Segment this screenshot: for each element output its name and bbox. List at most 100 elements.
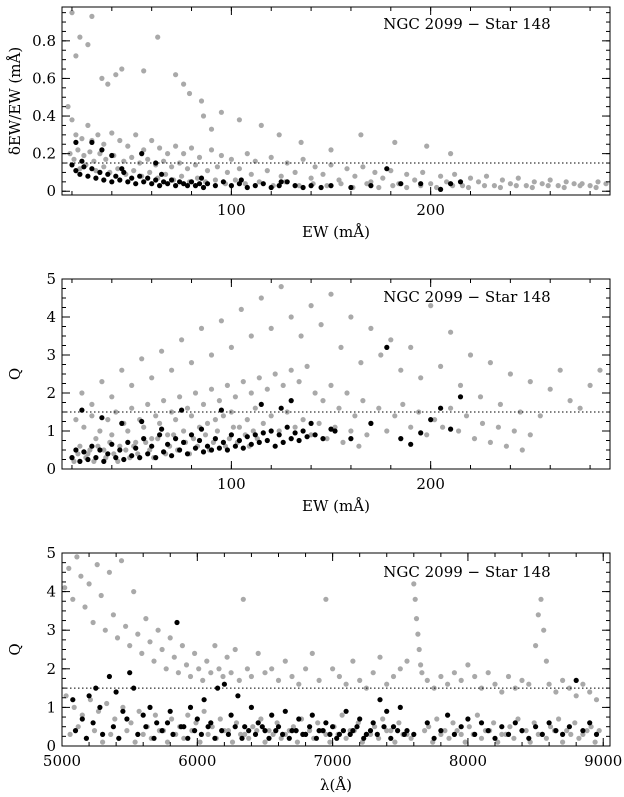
data-point	[69, 162, 75, 168]
data-point	[113, 409, 119, 415]
data-point	[143, 616, 149, 622]
data-point	[457, 382, 464, 388]
data-point	[123, 623, 129, 629]
data-point	[434, 184, 440, 191]
data-point	[75, 147, 81, 153]
data-point	[328, 147, 334, 153]
data-point	[139, 356, 145, 362]
data-point	[531, 179, 537, 185]
data-point	[376, 184, 382, 191]
data-point	[264, 386, 270, 392]
y-tick-label: 2	[46, 384, 56, 402]
data-point	[580, 681, 586, 687]
data-point	[90, 720, 96, 726]
data-point	[553, 728, 559, 734]
data-point	[380, 175, 386, 181]
data-point	[527, 379, 533, 385]
data-point	[278, 405, 284, 411]
data-point	[188, 432, 195, 438]
data-point	[70, 697, 76, 703]
data-point	[152, 712, 158, 718]
data-point	[119, 367, 125, 373]
x-tick-label: 100	[217, 475, 246, 493]
data-point	[300, 428, 306, 434]
data-point	[238, 177, 244, 183]
data-point	[463, 413, 470, 419]
data-point	[141, 436, 147, 442]
data-point	[495, 739, 501, 745]
data-point	[102, 627, 108, 633]
data-point	[401, 731, 407, 738]
y-tick-label: 0	[46, 737, 56, 755]
data-point	[101, 141, 107, 147]
data-point	[364, 181, 370, 187]
data-point	[100, 731, 106, 738]
data-point	[79, 716, 85, 722]
data-point	[147, 639, 153, 645]
data-point	[315, 720, 321, 726]
data-point	[324, 183, 330, 189]
data-point	[220, 413, 226, 419]
data-point	[543, 658, 550, 664]
data-point	[450, 720, 456, 726]
data-point	[344, 390, 350, 396]
data-point	[340, 728, 346, 734]
data-point	[115, 166, 121, 172]
data-point	[212, 417, 218, 423]
data-point	[217, 716, 223, 722]
data-point	[69, 117, 75, 123]
data-point	[376, 405, 382, 411]
data-point	[467, 175, 474, 181]
data-point	[358, 360, 364, 366]
data-point	[370, 670, 376, 676]
data-point	[328, 162, 334, 168]
data-point	[99, 75, 105, 81]
data-point	[198, 98, 205, 104]
data-point	[276, 132, 282, 138]
data-point	[434, 716, 440, 722]
data-point	[334, 735, 340, 741]
data-point	[288, 367, 294, 373]
data-point	[165, 181, 171, 187]
x-tick-label: 9000	[584, 752, 622, 770]
data-point	[74, 554, 80, 560]
data-point	[392, 139, 398, 145]
data-point	[228, 670, 234, 676]
data-point	[497, 401, 503, 407]
data-point	[196, 181, 203, 187]
data-point	[73, 417, 79, 423]
data-point	[85, 122, 91, 128]
data-point	[62, 585, 68, 591]
data-point	[296, 379, 302, 385]
y-tick-label: 5	[46, 270, 56, 288]
data-point	[215, 685, 221, 691]
data-point	[200, 184, 207, 191]
data-point	[533, 724, 539, 730]
data-point	[266, 735, 272, 741]
data-point	[412, 596, 418, 602]
data-point	[188, 360, 195, 366]
data-point	[232, 646, 238, 653]
data-point	[347, 731, 353, 738]
data-point	[117, 447, 123, 453]
data-point	[120, 708, 126, 714]
data-point	[584, 728, 590, 734]
data-point	[137, 455, 143, 461]
data-point	[228, 183, 234, 189]
data-point	[418, 375, 424, 381]
data-point	[129, 405, 135, 411]
data-point	[204, 181, 211, 187]
data-point	[66, 565, 72, 572]
data-point	[384, 428, 390, 434]
data-point	[388, 735, 394, 741]
data-point	[458, 731, 464, 738]
data-point	[165, 151, 171, 157]
data-point	[320, 728, 326, 734]
data-point	[398, 181, 404, 187]
data-point	[187, 673, 194, 680]
data-point	[324, 436, 330, 442]
data-point	[97, 704, 103, 711]
data-point	[153, 160, 159, 166]
data-point	[129, 175, 135, 181]
